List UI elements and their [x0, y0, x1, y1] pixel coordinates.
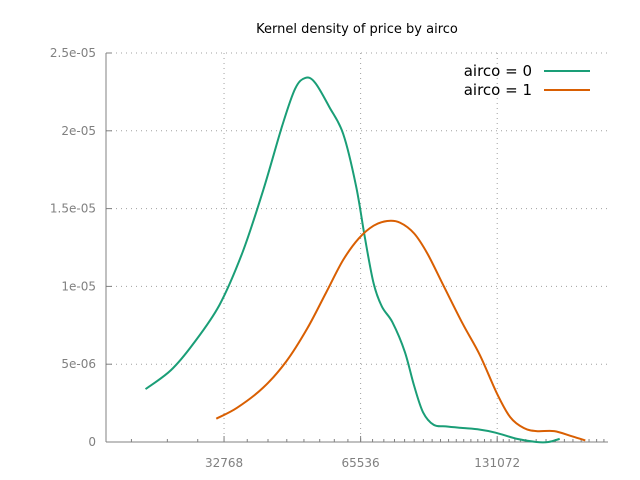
y-tick-label: 1e-05	[61, 279, 96, 293]
series-line-airco-0	[144, 76, 560, 444]
axes: 0 5e-06 1e-05 1.5e-05 2e-05 2.5e-05 32768 65536…	[50, 46, 608, 470]
series-line-airco-1	[215, 219, 586, 442]
x-tick-label: 65536	[342, 456, 380, 470]
legend-label-airco-1: airco = 1	[464, 81, 532, 99]
y-tick-label: 0	[88, 435, 96, 449]
y-tick-label: 2.5e-05	[50, 46, 96, 60]
x-tick-label: 32768	[205, 456, 243, 470]
series-lines	[144, 76, 586, 444]
x-tick-label: 131072	[474, 456, 520, 470]
y-tick-label: 2e-05	[61, 124, 96, 138]
legend-label-airco-0: airco = 0	[464, 62, 532, 80]
y-tick-label: 5e-06	[61, 357, 96, 371]
y-tick-label: 1.5e-05	[50, 202, 96, 216]
grid-lines	[106, 52, 608, 442]
chart-title: Kernel density of price by airco	[256, 22, 458, 37]
